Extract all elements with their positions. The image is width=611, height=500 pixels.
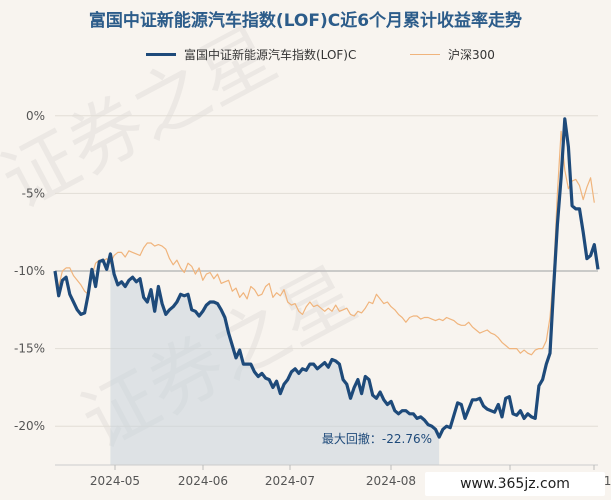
y-tick-label: -20% — [14, 419, 45, 433]
label-layer: 最大回撤：-22.76% — [322, 431, 432, 446]
x-tick-label: 2024-05 — [90, 474, 140, 488]
max-drawdown-label: 最大回撤：-22.76% — [322, 431, 432, 446]
y-tick-label: -5% — [22, 186, 45, 200]
legend-label-csi300: 沪深300 — [448, 48, 495, 62]
legend-label-fund: 富国中证新能源汽车指数(LOF)C — [184, 48, 357, 62]
site-watermark: www.365jz.com — [425, 472, 605, 496]
series-line-csi300 — [54, 130, 595, 356]
y-tick-label: -15% — [14, 342, 45, 356]
x-tick-label: 2024-07 — [265, 474, 315, 488]
series-line-fund — [53, 117, 600, 439]
series-layer — [53, 117, 600, 439]
x-tick-label: 2024-06 — [178, 474, 228, 488]
legend-item-fund[interactable]: 富国中证新能源汽车指数(LOF)C — [146, 46, 356, 63]
chart-title: 富国中证新能源汽车指数(LOF)C近6个月累计收益率走势 — [88, 11, 523, 31]
y-tick-label: 0% — [26, 109, 45, 123]
legend-swatch-csi300 — [410, 54, 440, 55]
legend-item-csi300[interactable]: 沪深300 — [410, 46, 495, 63]
y-tick-label: -10% — [14, 264, 45, 278]
x-tick-label: 2024-08 — [366, 474, 416, 488]
drawdown-area-layer — [110, 253, 440, 465]
legend-swatch-fund — [146, 53, 176, 56]
max-drawdown-area — [110, 253, 440, 465]
